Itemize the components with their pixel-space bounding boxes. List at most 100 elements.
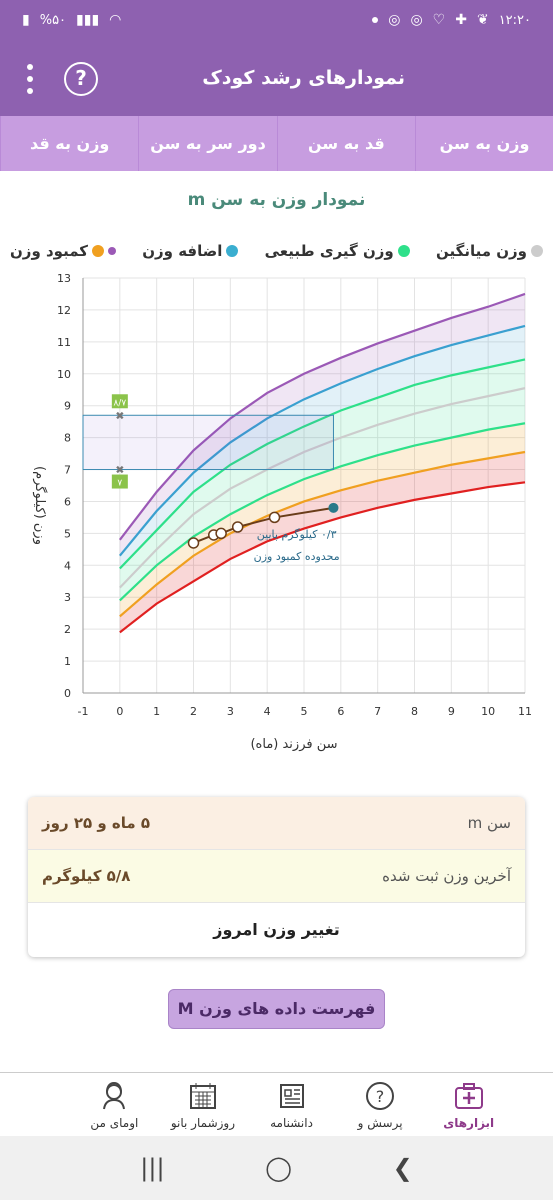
age-row: سن m ۵ ماه و ۲۵ روز <box>28 797 525 850</box>
range-label: ۸/۷ <box>113 398 126 408</box>
last-weight-row: آخرین وزن ثبت شده ۵/۸ کیلوگرم <box>28 850 525 903</box>
percentile-curve <box>119 450 526 618</box>
back-icon[interactable]: ❮ <box>392 1154 413 1182</box>
nav-questions[interactable]: ? پرسش و <box>336 1073 425 1136</box>
percentile-band <box>119 451 525 633</box>
x-tick-label: 2 <box>190 705 197 718</box>
nav-label: روزشمار بانو <box>170 1115 236 1130</box>
signal-icon: ▮▮▮ <box>76 12 100 28</box>
y-tick-label: 13 <box>57 272 71 285</box>
child-weight-point <box>231 521 244 533</box>
x-tick-label: 9 <box>448 705 455 718</box>
help-icon[interactable]: ? <box>64 62 98 96</box>
x-tick-label: 10 <box>481 705 495 718</box>
y-tick-label: 8 <box>64 432 71 445</box>
percentile-curve <box>119 422 526 602</box>
weight-data-list-button[interactable]: فهرست داده های وزن M <box>168 989 385 1029</box>
percentile-band <box>119 293 525 556</box>
y-tick-label: 3 <box>64 591 71 604</box>
y-tick-label: 11 <box>57 336 71 349</box>
percentile-band <box>119 388 525 601</box>
y-tick-label: 12 <box>57 304 71 317</box>
nav-tools[interactable]: ابزارهای <box>424 1073 513 1136</box>
leaf-icon: ❦ <box>476 12 489 28</box>
chart-annotation: ۰/۳ کیلوگرم پایین <box>257 528 337 541</box>
notification-dot-icon <box>372 17 379 23</box>
bottom-navigation: ابزارهای ? پرسش و دانشنامه روزشمار بانو … <box>0 1072 553 1136</box>
chrome-icon: ◎ <box>388 12 401 28</box>
tab-weight-for-age[interactable]: وزن به سن <box>415 116 553 171</box>
x-tick-label: 0 <box>116 705 123 718</box>
nav-profile[interactable]: اومای من <box>70 1073 159 1136</box>
percentile-curve <box>119 481 526 634</box>
status-left: ▮ %۵۰ ▮▮▮ ◠ <box>22 12 121 28</box>
percentile-curve <box>119 358 526 570</box>
nav-calendar[interactable]: روزشمار بانو <box>159 1073 248 1136</box>
percentile-curve <box>118 292 526 541</box>
home-icon[interactable]: ◯ <box>265 1154 292 1182</box>
y-tick-label: 7 <box>64 464 71 477</box>
legend-marker-icon <box>108 247 116 255</box>
system-navigation: ||| ◯ ❮ <box>0 1136 553 1200</box>
more-vert-icon[interactable] <box>26 64 34 94</box>
tab-height-for-age[interactable]: قد به سن <box>276 116 415 171</box>
y-axis-label: وزن (کیلوگرم) <box>32 466 48 545</box>
x-tick-label: 4 <box>264 705 271 718</box>
recent-apps-icon[interactable]: ||| <box>140 1154 165 1182</box>
legend-swatch-blue <box>226 245 239 257</box>
range-marker-icon: ✖ <box>115 464 124 477</box>
legend-item-average: وزن میانگین <box>436 238 543 264</box>
info-card: سن m ۵ ماه و ۲۵ روز آخرین وزن ثبت شده ۵/… <box>28 797 525 957</box>
change-weight-button[interactable]: تغییر وزن امروز <box>213 920 340 939</box>
legend-label: اضافه وزن <box>142 242 223 260</box>
woman-avatar-icon <box>103 1081 126 1109</box>
x-tick-label: 11 <box>518 705 532 718</box>
chart-legend: کمبود وزن اضافه وزن وزن گیری طبیعی وزن م… <box>10 238 543 264</box>
x-tick-label: 6 <box>337 705 344 718</box>
plus-icon: ✚ <box>455 12 467 28</box>
heart-icon: ♡ <box>432 12 446 28</box>
range-label: ۷ <box>117 479 122 489</box>
child-weight-point <box>215 527 227 540</box>
nav-encyclopedia[interactable]: دانشنامه <box>247 1073 336 1136</box>
nav-label: دانشنامه <box>270 1115 313 1130</box>
legend-swatch-orange <box>92 245 104 257</box>
battery-level: %۵۰ <box>39 12 67 28</box>
x-tick-label: 8 <box>411 705 418 718</box>
range-label-box <box>111 474 128 489</box>
y-tick-label: 4 <box>64 559 71 572</box>
tab-head-circumference-for-age[interactable]: دور سر به سن <box>138 116 276 171</box>
x-tick-label: -1 <box>78 705 89 718</box>
percentile-curve <box>119 387 526 589</box>
legend-item-normal: وزن گیری طبیعی <box>265 238 410 264</box>
percentile-band <box>119 359 525 588</box>
chrome-icon: ◎ <box>410 12 423 28</box>
wifi-icon: ◠ <box>109 12 122 28</box>
status-bar: ▮ %۵۰ ▮▮▮ ◠ ◎ ◎ ♡ ✚ ❦ ۱۲:۲۰ <box>0 0 553 40</box>
age-label: سن m <box>467 814 511 832</box>
percentile-band <box>119 325 525 569</box>
y-tick-label: 5 <box>64 527 71 540</box>
y-tick-label: 10 <box>57 368 71 381</box>
medical-kit-icon <box>454 1082 483 1109</box>
calendar-icon <box>189 1082 216 1109</box>
child-weight-point <box>187 537 200 549</box>
y-tick-label: 9 <box>64 400 71 413</box>
tab-weight-for-height[interactable]: وزن به قد <box>0 116 138 171</box>
range-label-box <box>111 394 128 409</box>
clock: ۱۲:۲۰ <box>498 12 531 28</box>
y-tick-label: 0 <box>64 687 71 700</box>
status-right: ◎ ◎ ♡ ✚ ❦ ۱۲:۲۰ <box>372 12 531 28</box>
range-marker-icon: ✖ <box>115 409 124 422</box>
page-title: نمودارهای رشد کودک <box>202 67 405 89</box>
svg-text:?: ? <box>376 1087 385 1106</box>
legend-swatch-green <box>397 245 410 257</box>
legend-label: وزن گیری طبیعی <box>264 242 394 260</box>
tab-bar: وزن به سن قد به سن دور سر به سن وزن به ق… <box>0 116 553 171</box>
child-weight-point <box>268 511 281 524</box>
chart-title: نمودار وزن به سن m <box>187 190 366 210</box>
child-latest-point <box>328 502 339 513</box>
legend-label: وزن میانگین <box>435 242 527 260</box>
last-weight-value: ۵/۸ کیلوگرم <box>42 867 131 885</box>
